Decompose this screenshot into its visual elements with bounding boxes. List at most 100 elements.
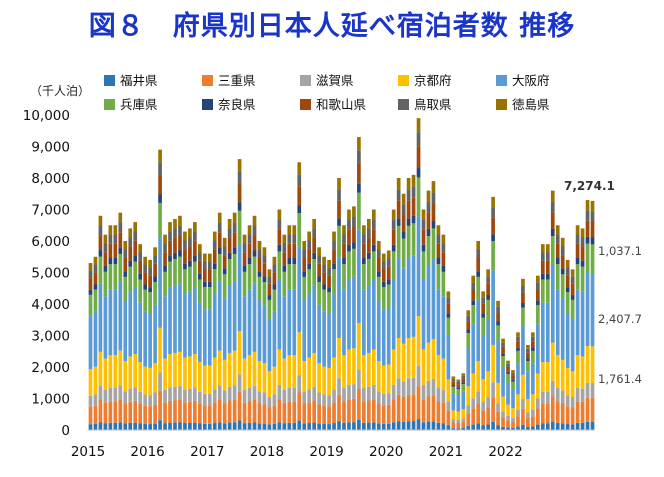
legend-label: 徳島県	[512, 97, 550, 112]
bar-segment	[242, 358, 247, 390]
bar-segment	[222, 246, 227, 256]
bar-segment	[461, 382, 466, 385]
bar-segment	[133, 231, 138, 241]
x-tick-label: 2018	[250, 444, 284, 460]
bar-segment	[143, 289, 147, 312]
bar-segment	[292, 258, 297, 265]
bar-segment	[173, 259, 177, 286]
bar-segment	[193, 231, 197, 241]
bar-segment	[108, 289, 113, 356]
bar-segment	[232, 232, 237, 248]
bar-segment	[287, 234, 292, 244]
bar-segment	[531, 426, 535, 430]
bar-segment	[371, 384, 376, 400]
bar-segment	[173, 285, 177, 353]
bar-segment	[148, 424, 152, 430]
data-annotation: 2,407.7	[598, 312, 642, 326]
bar-segment	[491, 344, 495, 383]
bar-segment	[436, 225, 441, 235]
bar-segment	[585, 220, 590, 237]
bar-segment	[188, 237, 192, 247]
bar-segment	[133, 287, 138, 355]
bar-segment	[391, 219, 396, 230]
bar-segment	[446, 410, 451, 426]
bar-segment	[580, 260, 585, 267]
bar-segment	[441, 296, 446, 359]
bar-segment	[416, 168, 421, 178]
bar-segment	[193, 400, 197, 423]
bar-segment	[98, 422, 103, 430]
bar-segment	[421, 229, 426, 245]
y-tick-label: 1,000	[31, 392, 70, 408]
bar-segment	[128, 237, 133, 247]
bar-segment	[545, 423, 550, 430]
bar-segment	[108, 401, 113, 423]
bar-segment	[357, 183, 361, 193]
y-tick-label: 7,000	[31, 203, 70, 219]
bar-segment	[128, 291, 133, 357]
y-tick-label: 3,000	[31, 329, 70, 345]
bar-segment	[381, 253, 386, 262]
bar-segment	[198, 279, 202, 303]
bar-segment	[431, 395, 436, 422]
bar-segment	[406, 378, 411, 395]
bar-segment	[113, 243, 118, 259]
bar-segment	[352, 384, 356, 399]
bar-segment	[143, 405, 147, 424]
bar-segment	[317, 304, 321, 364]
bar-segment	[421, 251, 426, 279]
bar-segment	[555, 388, 560, 402]
bar-segment	[88, 424, 93, 430]
bar-segment	[148, 267, 152, 276]
bar-segment	[247, 388, 252, 402]
bar-segment	[531, 336, 535, 342]
bar-segment	[565, 313, 570, 368]
bar-segment	[153, 247, 157, 256]
bar-segment	[133, 255, 138, 262]
bar-segment	[526, 412, 530, 419]
bar-segment	[188, 228, 192, 238]
bar-segment	[287, 422, 292, 430]
x-tick-label: 2016	[130, 444, 164, 460]
bar-segment	[367, 285, 371, 353]
bar-segment	[287, 225, 292, 235]
bar-segment	[133, 261, 138, 288]
bar-segment	[173, 422, 177, 430]
bar-segment	[173, 228, 177, 238]
bar-segment	[531, 363, 535, 395]
bar-segment	[536, 373, 540, 399]
bar-segment	[133, 222, 138, 232]
bar-segment	[113, 355, 118, 389]
bar-segment	[506, 366, 510, 372]
bar-segment	[431, 181, 436, 193]
bar-segment	[481, 425, 485, 430]
bar-segment	[362, 289, 366, 356]
bar-segment	[416, 386, 421, 420]
bar-segment	[421, 209, 426, 220]
bar-segment	[431, 259, 436, 340]
bar-segment	[153, 255, 157, 264]
bar-segment	[252, 225, 257, 236]
bar-segment	[431, 192, 436, 204]
bar-segment	[540, 391, 545, 404]
bar-segment	[282, 234, 287, 244]
bar-segment	[118, 247, 123, 254]
bar-segment	[342, 258, 346, 265]
bar-segment	[376, 276, 381, 301]
bar-segment	[282, 423, 287, 430]
bar-segment	[466, 315, 471, 322]
bar-segment	[277, 251, 282, 279]
bar-segment	[103, 265, 108, 272]
bar-segment	[590, 237, 595, 245]
bar-segment	[138, 252, 143, 261]
bar-segment	[217, 222, 222, 233]
bar-segment	[461, 418, 466, 423]
bar-segment	[555, 289, 560, 356]
bar-segment	[242, 234, 247, 244]
bar-segment	[357, 419, 361, 430]
bar-segment	[411, 255, 416, 337]
bar-segment	[222, 237, 227, 247]
bar-segment	[491, 382, 495, 398]
bar-segment	[431, 378, 436, 396]
